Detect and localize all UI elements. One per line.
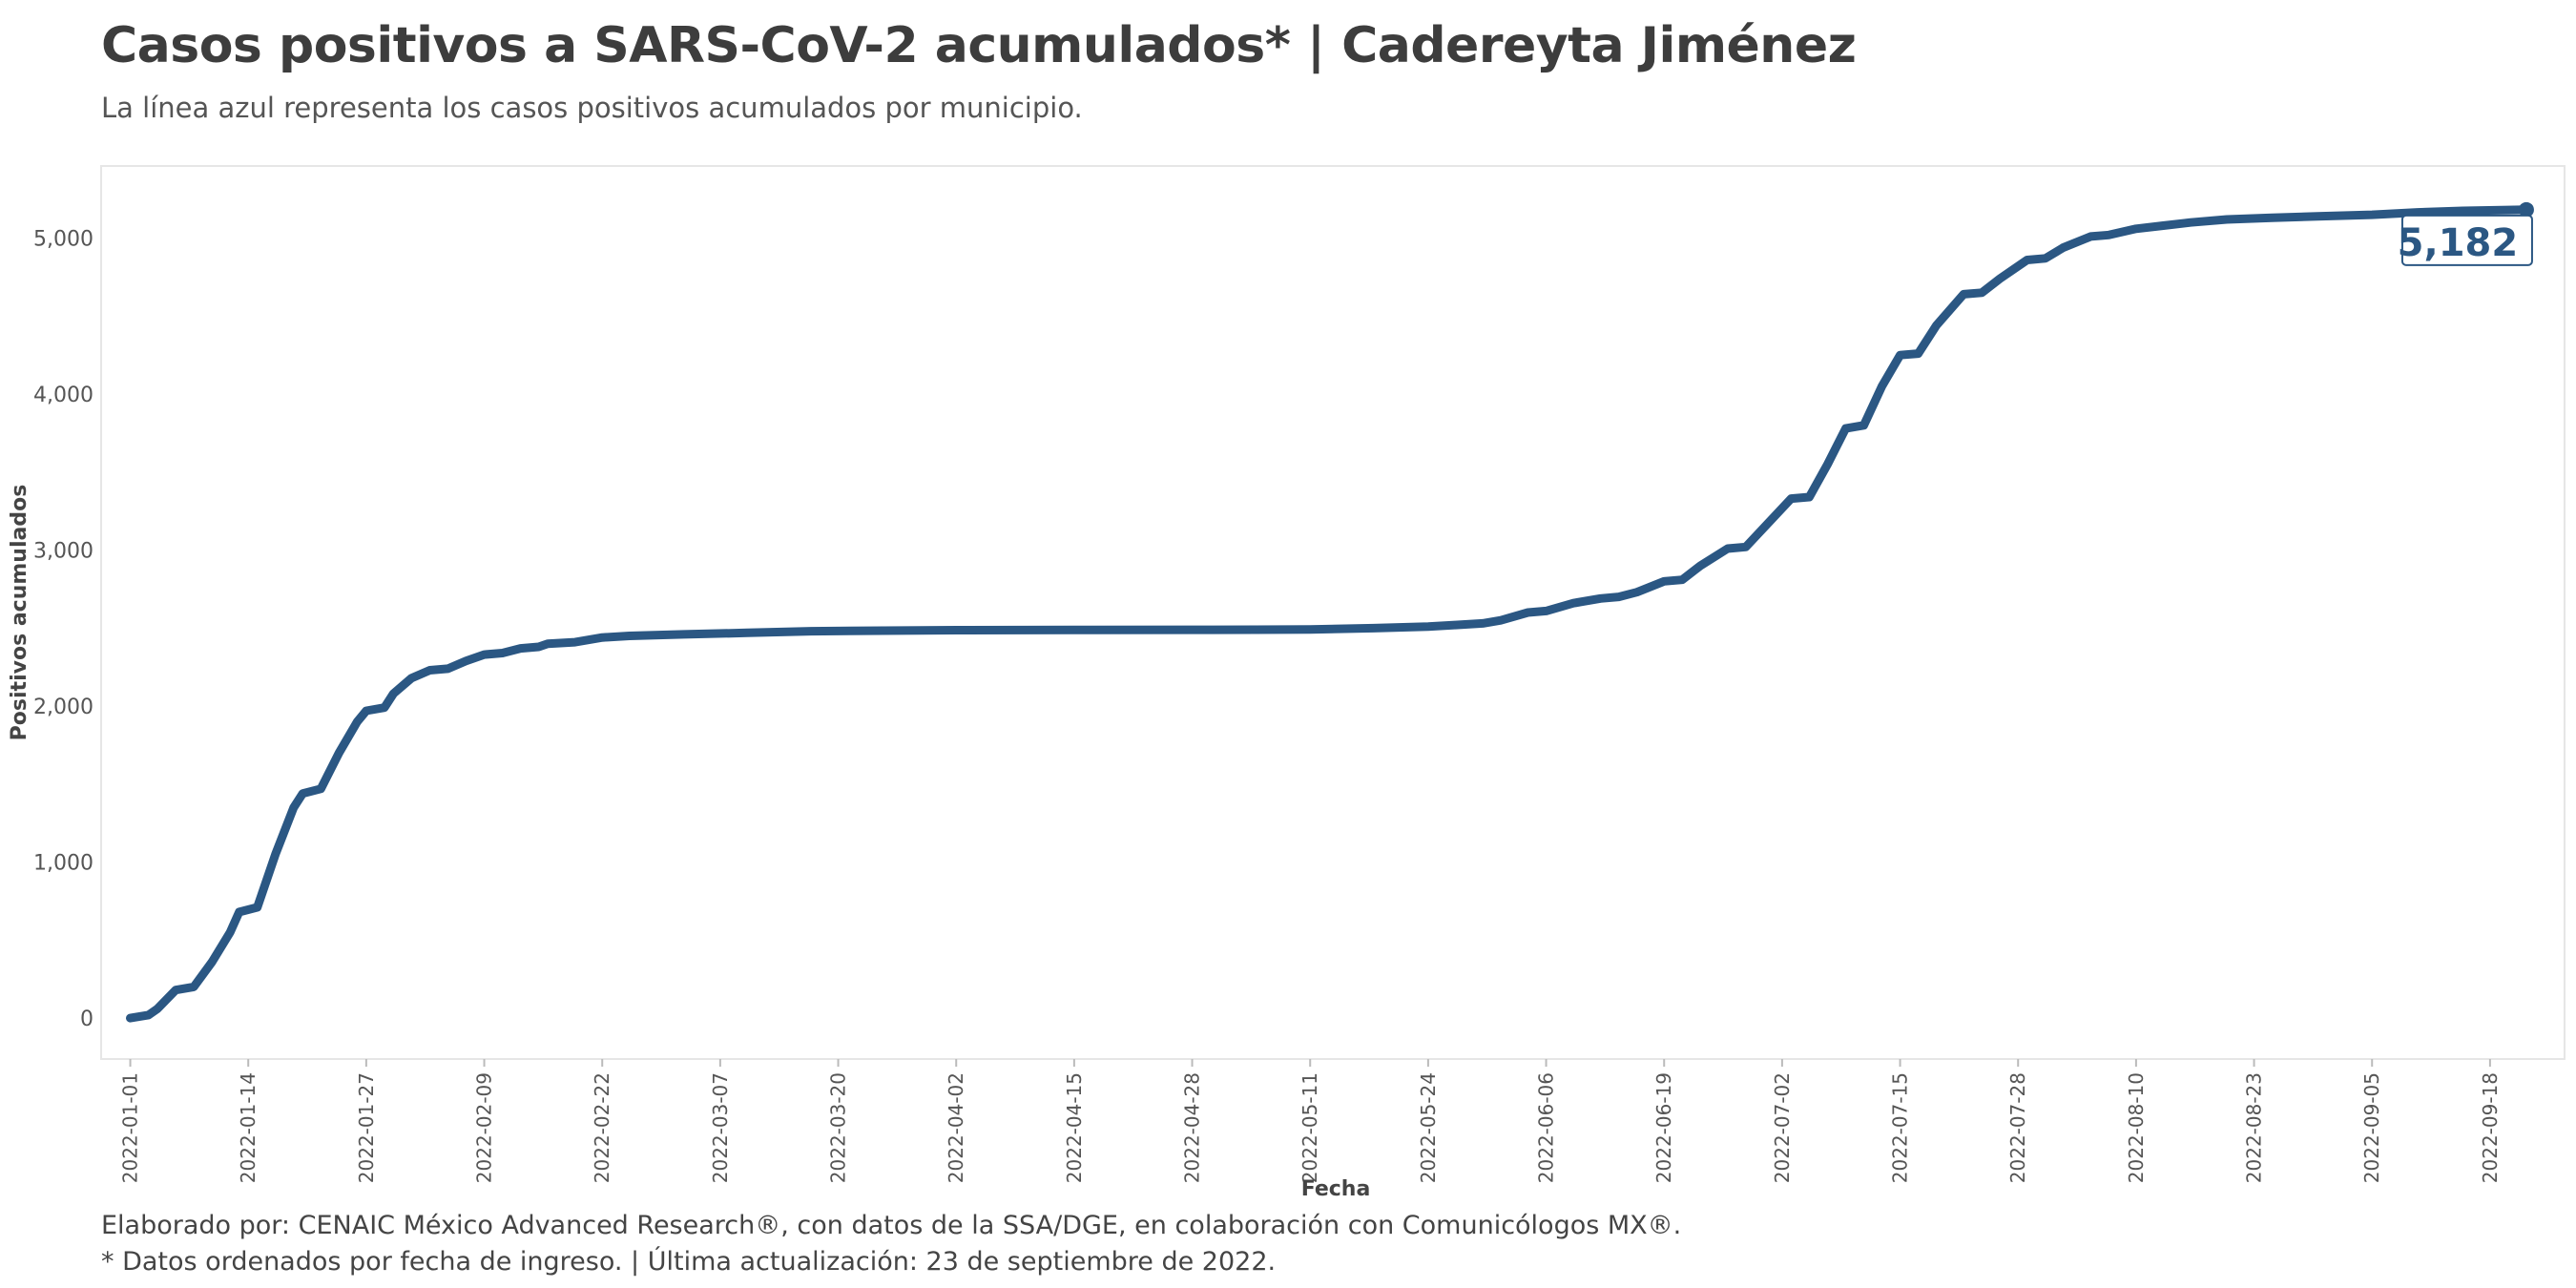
- series-line: [126, 205, 2531, 1023]
- x-tick-label: 2022-09-05: [2360, 1072, 2383, 1183]
- x-tick-label: 2022-04-15: [1063, 1072, 1086, 1183]
- x-axis-title: Fecha: [1300, 1177, 1371, 1201]
- x-tick-label: 2022-08-10: [2125, 1072, 2148, 1183]
- x-tick-label: 2022-07-02: [1771, 1072, 1794, 1183]
- end-label: 5,182: [2398, 221, 2519, 265]
- x-tick-label: 2022-01-14: [237, 1072, 260, 1183]
- x-tick-label: 2022-03-20: [827, 1072, 850, 1183]
- y-axis: 0 1,000 2,000 3,000 4,000 5,000: [33, 228, 93, 1032]
- x-tick-label: 2022-06-19: [1652, 1072, 1675, 1183]
- x-tick-label: 2022-04-28: [1181, 1072, 1204, 1183]
- y-tick-label: 0: [80, 1008, 93, 1031]
- chart-subtitle: La línea azul representa los casos posit…: [101, 92, 1083, 124]
- x-tick-label: 2022-07-28: [2006, 1072, 2029, 1183]
- x-tick-label: 2022-04-02: [945, 1072, 967, 1183]
- x-tick-label: 2022-06-06: [1535, 1072, 1558, 1183]
- caption-line-2: * Datos ordenados por fecha de ingreso. …: [101, 1247, 1277, 1277]
- end-point: [2518, 201, 2534, 218]
- y-tick-label: 2,000: [33, 696, 93, 719]
- x-tick-label: 2022-07-15: [1889, 1072, 1912, 1183]
- x-tick-label: 2022-08-23: [2243, 1072, 2266, 1183]
- x-tick-label: 2022-05-11: [1298, 1072, 1321, 1183]
- end-label-box: [2400, 214, 2533, 266]
- x-tick-label: 2022-09-18: [2479, 1072, 2502, 1183]
- caption-line-1: Elaborado por: CENAIC México Advanced Re…: [101, 1211, 1682, 1240]
- y-tick-label: 5,000: [33, 228, 93, 252]
- x-tick-label: 2022-02-22: [591, 1072, 613, 1183]
- plot-panel: [100, 165, 2566, 1060]
- x-tick-label: 2022-01-01: [119, 1072, 142, 1183]
- x-tick-label: 2022-01-27: [355, 1072, 378, 1183]
- x-tick-label: 2022-03-07: [709, 1072, 732, 1183]
- y-axis-title: Positivos acumulados: [8, 485, 31, 741]
- caption: Elaborado por: CENAIC México Advanced Re…: [101, 1208, 1681, 1280]
- y-tick-label: 3,000: [33, 540, 93, 564]
- chart-title: Casos positivos a SARS-CoV-2 acumulados*…: [101, 17, 1857, 74]
- x-tick-label: 2022-02-09: [473, 1072, 496, 1183]
- y-tick-label: 1,000: [33, 852, 93, 876]
- y-tick-label: 4,000: [33, 384, 93, 407]
- x-axis: 2022-01-01 2022-01-14 2022-01-27 2022-02-09…: [119, 1059, 2502, 1183]
- x-tick-label: 2022-05-24: [1417, 1072, 1440, 1183]
